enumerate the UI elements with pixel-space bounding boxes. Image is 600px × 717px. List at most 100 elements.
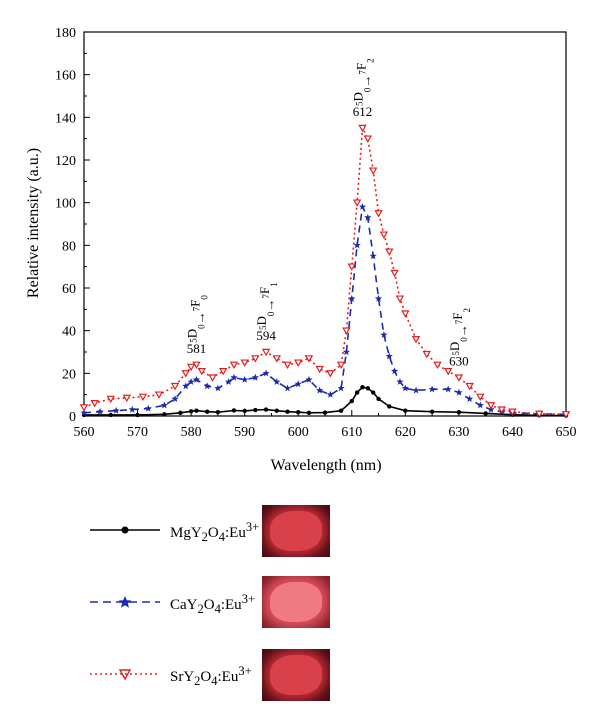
- data-point: [337, 384, 345, 392]
- legend-label-mg: MgY2O4:Eu3+: [170, 520, 260, 544]
- data-point: [466, 395, 474, 402]
- legend-line-mg: [90, 526, 160, 534]
- data-point: [306, 410, 312, 415]
- y-tick-label: 180: [55, 26, 76, 41]
- data-point: [365, 386, 371, 391]
- data-point: [465, 382, 474, 391]
- x-tick-label: 570: [127, 425, 148, 440]
- data-point: [304, 355, 314, 363]
- y-tick-label: 100: [55, 197, 76, 212]
- spectrum-chart: 560 570 580 590 600 610 620 630 640 650 0 20 40 60 80 1…: [25, 26, 577, 474]
- data-point: [294, 380, 302, 388]
- data-point: [454, 374, 464, 382]
- peak-label: 612: [353, 104, 373, 119]
- data-point: [242, 408, 247, 414]
- data-point: [138, 393, 148, 402]
- data-point: [401, 384, 409, 392]
- legend-label-ca: CaY2O4:Eu3+: [170, 592, 255, 616]
- y-tick-label: 80: [62, 239, 76, 254]
- data-point: [261, 348, 271, 357]
- data-point: [322, 410, 328, 415]
- data-point: [395, 295, 405, 303]
- data-point: [204, 409, 210, 414]
- data-point: [534, 410, 544, 419]
- y-tick-label: 160: [55, 69, 76, 84]
- data-point: [412, 386, 420, 394]
- data-point: [225, 378, 233, 385]
- x-tick-label: 650: [556, 425, 577, 440]
- data-point: [112, 406, 120, 414]
- data-point: [197, 368, 207, 376]
- x-tick-label: 620: [395, 425, 416, 440]
- data-point: [497, 406, 506, 414]
- series-layer: [79, 124, 571, 419]
- data-point: [296, 409, 301, 415]
- x-tick-label: 630: [448, 425, 469, 440]
- data-point: [79, 404, 89, 412]
- legend-label-sr: SrY2O4:Eu3+: [170, 664, 252, 688]
- x-tick-label: 600: [288, 425, 309, 440]
- data-point: [443, 368, 453, 376]
- data-point: [376, 396, 381, 402]
- data-point: [90, 400, 99, 408]
- data-point: [251, 373, 259, 381]
- data-point: [186, 363, 196, 372]
- data-point: [241, 375, 249, 383]
- data-point: [342, 327, 351, 335]
- peak-label: 594: [256, 328, 276, 343]
- sample-photo-mg: [262, 505, 330, 557]
- data-point: [262, 369, 270, 377]
- data-point: [181, 370, 190, 378]
- data-point: [106, 395, 116, 404]
- legend-item-sr: SrY2O4:Eu3+: [0, 644, 600, 704]
- data-point: [192, 361, 201, 370]
- data-point: [476, 393, 485, 402]
- y-tick-label: 0: [69, 410, 76, 425]
- data-point: [483, 411, 488, 416]
- series-2: [79, 124, 571, 419]
- data-point: [369, 252, 377, 260]
- data-point: [122, 394, 132, 403]
- data-point: [240, 359, 249, 367]
- data-point: [352, 199, 362, 207]
- x-tick-label: 580: [181, 425, 202, 440]
- x-tick-label: 640: [502, 425, 523, 440]
- series-1: [80, 203, 570, 418]
- data-point: [178, 410, 183, 415]
- y-tick-label: 20: [62, 367, 76, 382]
- data-point: [368, 167, 378, 175]
- x-tick-label: 610: [341, 425, 362, 440]
- data-point: [338, 408, 344, 413]
- data-point: [354, 390, 360, 395]
- legend-item-ca: CaY2O4:Eu3+: [0, 572, 600, 632]
- data-point: [422, 350, 431, 359]
- series-line: [83, 204, 567, 416]
- data-point: [385, 248, 394, 256]
- x-tick-label: 560: [74, 425, 95, 440]
- data-point: [80, 409, 88, 416]
- data-point: [273, 378, 281, 385]
- data-point: [231, 408, 237, 413]
- data-point: [182, 382, 190, 390]
- axes: 560 570 580 590 600 610 620 630 640 650 0 20 40 60 80 1…: [55, 26, 577, 440]
- data-point: [508, 408, 517, 416]
- series-line: [83, 125, 567, 416]
- data-point: [391, 367, 399, 375]
- data-point: [160, 401, 168, 409]
- data-point: [360, 385, 365, 390]
- x-tick-label: 590: [234, 425, 255, 440]
- data-point: [188, 409, 194, 414]
- data-point: [285, 409, 290, 414]
- data-point: [283, 361, 292, 370]
- data-point: [342, 348, 350, 356]
- data-point: [171, 395, 179, 402]
- data-point: [371, 390, 376, 395]
- legend-item-mg: MgY2O4:Eu3+: [0, 500, 600, 560]
- data-point: [401, 310, 410, 318]
- data-point: [380, 331, 388, 338]
- data-point: [251, 355, 260, 363]
- data-point: [162, 412, 167, 417]
- data-point: [347, 263, 357, 271]
- data-point: [192, 375, 201, 383]
